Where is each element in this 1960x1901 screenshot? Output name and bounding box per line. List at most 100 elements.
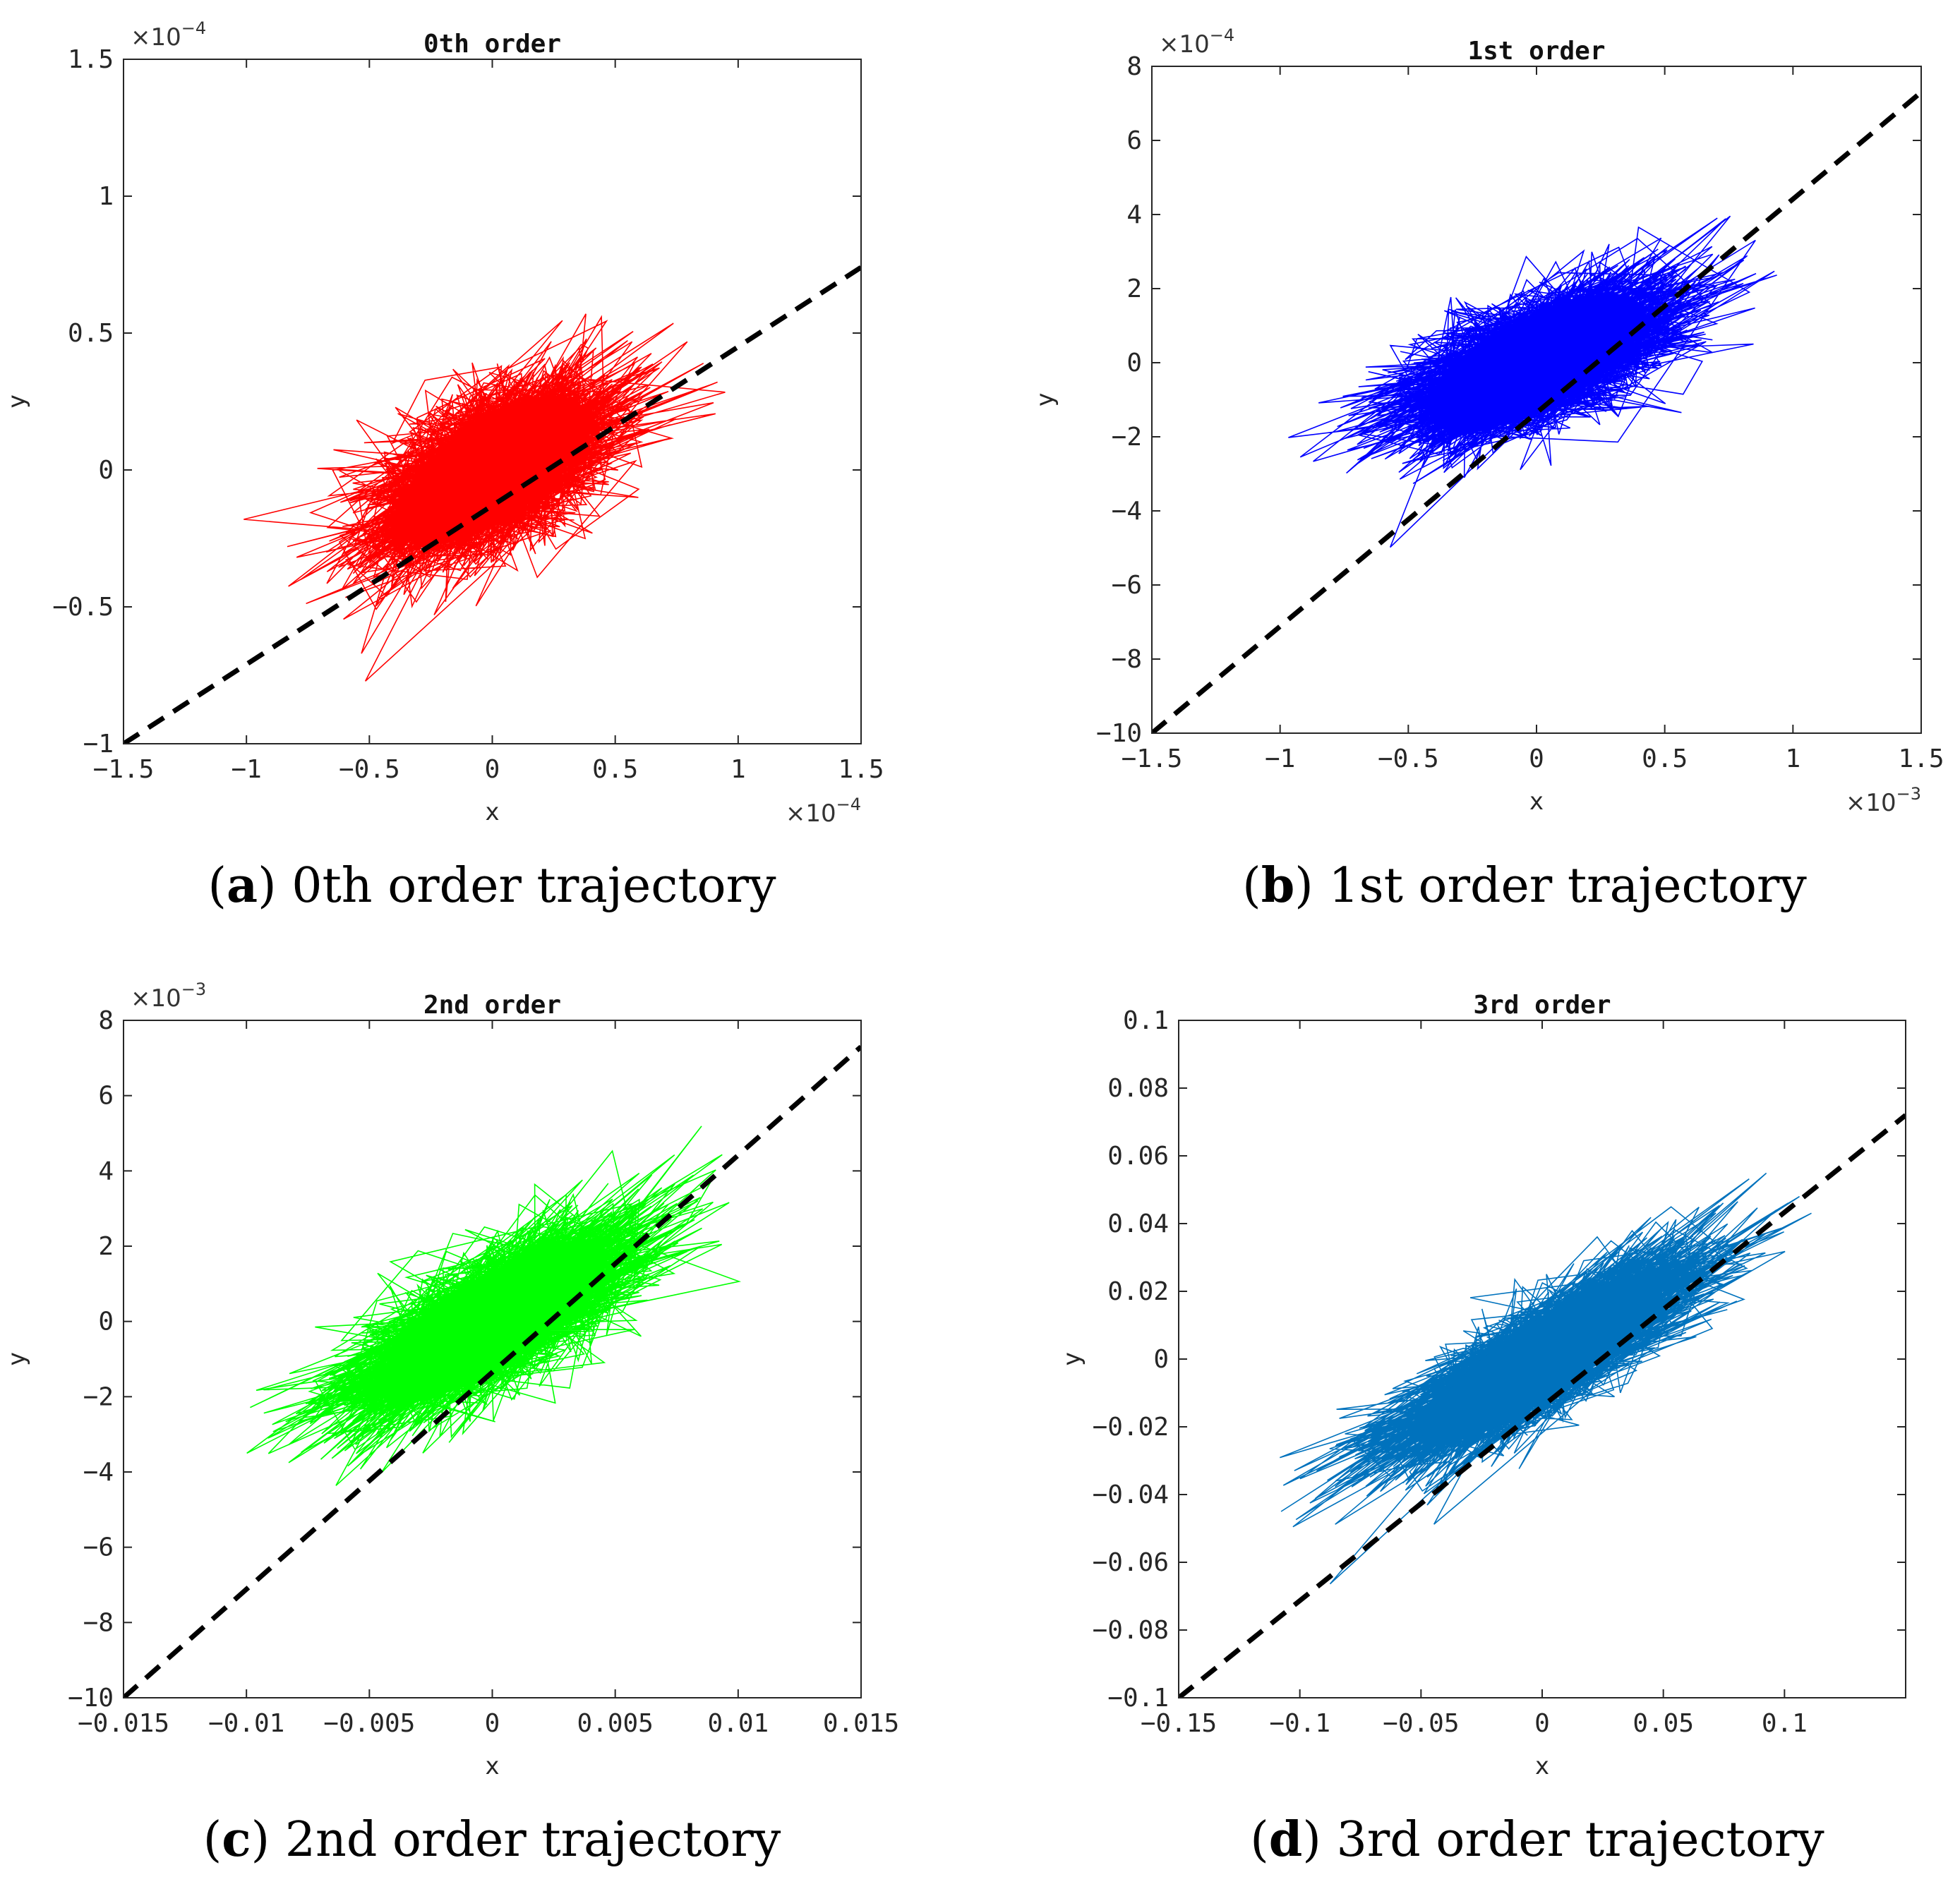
y-tick-label: 0.06 — [1107, 1142, 1169, 1171]
y-tick-label: −0.02 — [1093, 1413, 1169, 1442]
y-tick-label: −10 — [1096, 719, 1142, 748]
y-tick-label: 0.04 — [1107, 1209, 1169, 1238]
y-tick-label: 0 — [98, 1308, 114, 1336]
caption-paren-close: ) — [251, 1812, 285, 1868]
caption-paren-close: ) — [258, 858, 291, 914]
trajectory-core — [397, 395, 587, 545]
y-multiplier: ×10−4 — [131, 18, 206, 52]
x-tick-label: −0.01 — [208, 1709, 284, 1738]
panel-title: 1st order — [1467, 37, 1605, 66]
x-tick-label: −0.005 — [323, 1709, 415, 1738]
y-tick-label: −0.08 — [1093, 1616, 1169, 1645]
x-tick-label: −1.5 — [93, 755, 155, 784]
y-tick-label: 4 — [1126, 200, 1142, 229]
panel-d: −0.15 −0.1 −0.05 0 0.05 0.1−0.1−0.08−0.06−0.0… — [1058, 991, 1906, 1868]
caption-letter: b — [1261, 857, 1295, 914]
x-tick-label: 0.1 — [1762, 1709, 1808, 1738]
caption-text: 3rd order trajectory — [1337, 1812, 1825, 1868]
x-tick-label: −0.015 — [78, 1709, 169, 1738]
y-tick-label: −10 — [68, 1684, 114, 1713]
caption-text: 1st order trajectory — [1328, 858, 1807, 914]
reference-line — [1152, 90, 1921, 733]
y-multiplier-base: ×10 — [131, 23, 181, 52]
caption-paren-close: ) — [1302, 1812, 1336, 1868]
y-tick-label: −0.06 — [1093, 1548, 1169, 1577]
y-multiplier: ×10−3 — [131, 979, 206, 1013]
caption-text: 2nd order trajectory — [285, 1812, 781, 1868]
caption-letter: d — [1269, 1811, 1303, 1868]
y-multiplier: ×10−4 — [1159, 25, 1234, 59]
y-multiplier-exp: −4 — [1210, 25, 1234, 45]
x-tick-label: −0.05 — [1383, 1709, 1459, 1738]
y-axis-label: y — [3, 1352, 31, 1366]
y-axis-label: y — [1058, 1352, 1086, 1366]
y-tick-label: −0.04 — [1093, 1480, 1169, 1509]
x-axis-label: x — [485, 798, 499, 826]
panel-title: 0th order — [423, 30, 561, 59]
y-tick-label: 0 — [98, 456, 114, 485]
x-tick-label: 1 — [731, 755, 746, 784]
y-tick-label: 0 — [1126, 349, 1142, 378]
y-tick-label: −8 — [83, 1608, 114, 1637]
y-tick-label: 1.5 — [68, 45, 114, 74]
y-axis-label: y — [1031, 392, 1059, 406]
y-tick-label: 0.5 — [68, 319, 114, 348]
y-tick-label: −6 — [1112, 571, 1142, 600]
y-multiplier-base: ×10 — [131, 984, 181, 1013]
x-axis-label: x — [485, 1752, 499, 1780]
y-tick-label: −1 — [83, 730, 114, 759]
y-tick-label: 2 — [1126, 274, 1142, 303]
y-axis-label: y — [3, 394, 31, 409]
y-multiplier-exp: −3 — [181, 979, 206, 999]
x-multiplier-exp: −4 — [836, 795, 861, 814]
y-multiplier-exp: −4 — [181, 18, 206, 38]
panel-c: −0.015 −0.01 −0.005 0 0.005 0.01 0.015 −10 −8 −6 −… — [3, 979, 899, 1868]
caption-letter: a — [227, 857, 258, 914]
panel-caption: (a) 0th order trajectory — [208, 857, 776, 914]
x-tick-label: −1.5 — [1122, 744, 1183, 773]
x-tick-label: −0.1 — [1269, 1709, 1330, 1738]
trajectory-core — [378, 1239, 607, 1404]
y-tick-label: 8 — [1126, 52, 1142, 81]
caption-paren-close: ) — [1294, 858, 1328, 914]
y-tick-label: 0.02 — [1107, 1277, 1169, 1306]
x-tick-label: 0 — [485, 755, 500, 784]
x-multiplier-exp: −3 — [1896, 784, 1921, 804]
panel-b: −1.5 −1 −0.5 0 0.5 1 1.5 −10 −8 −6 −4 −2 0 2 4 6 8 1st or… — [1031, 25, 1944, 914]
x-multiplier: ×10−3 — [1846, 784, 1921, 817]
caption-paren-open: ( — [1250, 1812, 1269, 1868]
x-tick-label: 0.01 — [707, 1709, 769, 1738]
trajectory-core — [1421, 1274, 1663, 1444]
y-tick-label: 6 — [98, 1082, 114, 1111]
y-tick-label: 6 — [1126, 126, 1142, 155]
panel-title: 3rd order — [1473, 991, 1611, 1020]
y-tick-label: −2 — [83, 1382, 114, 1411]
x-tick-label: −0.5 — [339, 755, 400, 784]
y-multiplier-base: ×10 — [1159, 30, 1210, 59]
y-tick-label: 1 — [98, 182, 114, 211]
x-tick-label: 0 — [485, 1709, 500, 1738]
x-tick-label: 0 — [1534, 1709, 1550, 1738]
panel-caption: (b) 1st order trajectory — [1242, 857, 1807, 914]
panel-caption: (c) 2nd order trajectory — [203, 1811, 781, 1868]
caption-paren-open: ( — [203, 1812, 222, 1868]
caption-paren-open: ( — [1242, 858, 1261, 914]
x-tick-label: 1.5 — [1898, 744, 1944, 773]
x-multiplier-base: ×10 — [786, 799, 836, 828]
panel-title: 2nd order — [423, 991, 561, 1020]
reference-line — [1179, 1113, 1906, 1698]
y-tick-label: −2 — [1112, 423, 1142, 452]
x-multiplier-base: ×10 — [1846, 789, 1896, 817]
x-axis-label: x — [1529, 787, 1544, 816]
x-tick-label: −0.15 — [1141, 1709, 1217, 1738]
trajectory-core — [1429, 294, 1645, 432]
caption-letter: c — [222, 1811, 251, 1868]
y-tick-label: −6 — [83, 1533, 114, 1562]
x-axis-label: x — [1535, 1752, 1549, 1780]
y-tick-label: −0.1 — [1107, 1684, 1169, 1713]
x-tick-label: 1.5 — [838, 755, 884, 784]
y-tick-label: 2 — [98, 1232, 114, 1261]
x-tick-label: −1 — [231, 755, 261, 784]
panel-caption: (d) 3rd order trajectory — [1250, 1811, 1824, 1868]
